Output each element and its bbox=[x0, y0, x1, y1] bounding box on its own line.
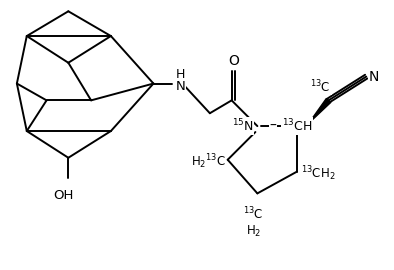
Text: $^{13}$CH: $^{13}$CH bbox=[282, 118, 312, 134]
Text: N: N bbox=[175, 80, 185, 93]
Text: H: H bbox=[175, 68, 185, 81]
Text: OH: OH bbox=[53, 190, 74, 202]
Text: N: N bbox=[369, 70, 379, 84]
Polygon shape bbox=[309, 98, 331, 123]
Text: $^{13}$CH$_2$: $^{13}$CH$_2$ bbox=[301, 164, 335, 183]
Text: $^{13}$C
H$_2$: $^{13}$C H$_2$ bbox=[243, 205, 264, 239]
Text: O: O bbox=[228, 54, 239, 68]
Text: H$_2$$^{13}$C: H$_2$$^{13}$C bbox=[191, 152, 226, 171]
Text: $^{15}$N: $^{15}$N bbox=[232, 118, 253, 134]
Text: $^{13}$C: $^{13}$C bbox=[310, 78, 331, 95]
Text: –: – bbox=[270, 119, 277, 133]
